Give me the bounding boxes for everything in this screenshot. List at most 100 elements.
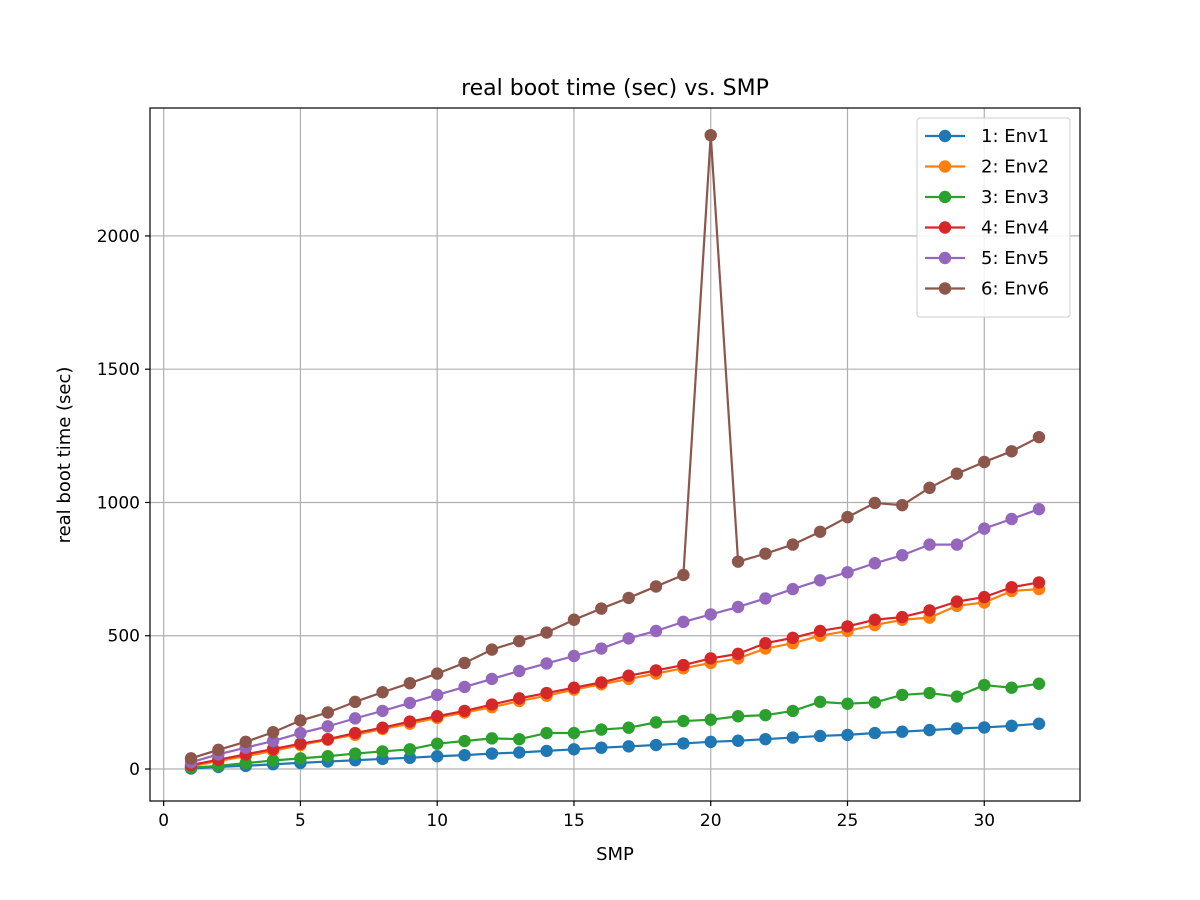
data-point — [1032, 677, 1046, 690]
data-point — [841, 510, 854, 524]
data-point — [348, 695, 362, 709]
data-point — [841, 566, 854, 579]
plot-frame — [149, 107, 1081, 802]
data-point — [868, 726, 882, 740]
data-point — [485, 698, 499, 711]
data-point — [731, 734, 745, 747]
data-point — [458, 656, 471, 670]
data-point — [212, 743, 225, 757]
gridlines — [150, 108, 1080, 801]
data-point — [704, 713, 717, 726]
data-point — [513, 664, 526, 678]
data-point — [458, 748, 471, 762]
data-point — [950, 467, 964, 480]
data-point — [923, 686, 936, 700]
data-point — [294, 752, 307, 765]
data-point — [376, 721, 389, 734]
data-point — [786, 538, 799, 551]
data-point — [513, 732, 526, 746]
legend-label: 2: Env2 — [981, 157, 1049, 178]
data-point — [786, 582, 799, 596]
data-point — [184, 752, 198, 765]
y-tick-label: 1500 — [97, 360, 140, 380]
data-point — [348, 747, 362, 760]
data-point — [896, 688, 909, 702]
data-point — [348, 712, 362, 725]
x-tick-label: 5 — [295, 811, 306, 831]
data-point — [266, 726, 280, 739]
chart-title: real boot time (sec) vs. SMP — [461, 76, 769, 101]
data-point — [1005, 445, 1018, 458]
data-point — [321, 706, 334, 719]
data-point — [540, 744, 553, 758]
data-point — [786, 704, 799, 718]
legend-label: 4: Env4 — [981, 218, 1049, 239]
x-tick-label: 0 — [158, 811, 169, 831]
data-point — [649, 580, 663, 593]
data-point — [923, 538, 936, 551]
data-point — [868, 496, 882, 510]
data-point — [567, 649, 581, 663]
data-point — [622, 669, 635, 682]
data-point — [622, 740, 635, 753]
y-tick-label: 500 — [108, 627, 140, 647]
data-point — [403, 743, 417, 756]
data-point — [567, 681, 581, 694]
data-point — [704, 735, 717, 749]
data-point — [595, 602, 608, 615]
series-lines — [184, 128, 1046, 775]
data-point — [868, 557, 882, 570]
data-point — [403, 696, 417, 710]
data-point — [1032, 430, 1046, 444]
legend-item: 3: Env3 — [925, 187, 1049, 208]
data-point — [431, 688, 444, 702]
data-point — [1005, 681, 1018, 694]
legend-marker — [938, 221, 952, 234]
legend-marker — [938, 251, 952, 265]
data-point — [567, 726, 581, 740]
data-point — [458, 734, 471, 748]
data-point — [595, 741, 608, 754]
x-axis-title: SMP — [596, 844, 634, 865]
data-point — [786, 631, 799, 645]
data-point — [950, 538, 964, 551]
legend-marker — [938, 160, 952, 173]
data-point — [485, 747, 499, 760]
data-point — [978, 678, 991, 692]
data-point — [950, 595, 964, 608]
data-point — [567, 743, 581, 756]
y-tick-label: 1000 — [97, 493, 140, 513]
data-point — [950, 722, 964, 735]
data-point — [923, 723, 936, 737]
data-point — [403, 715, 417, 728]
data-point — [1005, 512, 1018, 526]
data-point — [649, 624, 663, 638]
data-point — [813, 695, 827, 709]
data-point — [348, 726, 362, 740]
data-point — [677, 737, 690, 750]
legend-label: 6: Env6 — [981, 279, 1049, 300]
legend-item: 4: Env4 — [925, 218, 1049, 239]
data-point — [868, 696, 882, 709]
data-point — [978, 455, 991, 469]
y-tick-label: 2000 — [97, 227, 140, 247]
data-point — [513, 746, 526, 759]
data-point — [896, 725, 909, 738]
legend: 1: Env1 2: Env2 3: Env3 4: Env4 5: Env5 6: En… — [916, 117, 1071, 318]
data-point — [513, 634, 526, 648]
series-5 — [184, 502, 1046, 769]
data-point — [759, 547, 772, 560]
data-point — [813, 574, 827, 587]
data-point — [786, 731, 799, 744]
data-point — [677, 615, 690, 629]
data-point — [704, 652, 717, 665]
data-point — [458, 680, 471, 694]
data-point — [896, 498, 909, 512]
data-point — [731, 555, 745, 568]
legend-box — [916, 117, 1071, 318]
data-point — [485, 643, 499, 656]
legend-item: 2: Env2 — [925, 157, 1049, 178]
data-point — [923, 604, 936, 617]
series-4 — [184, 576, 1046, 772]
